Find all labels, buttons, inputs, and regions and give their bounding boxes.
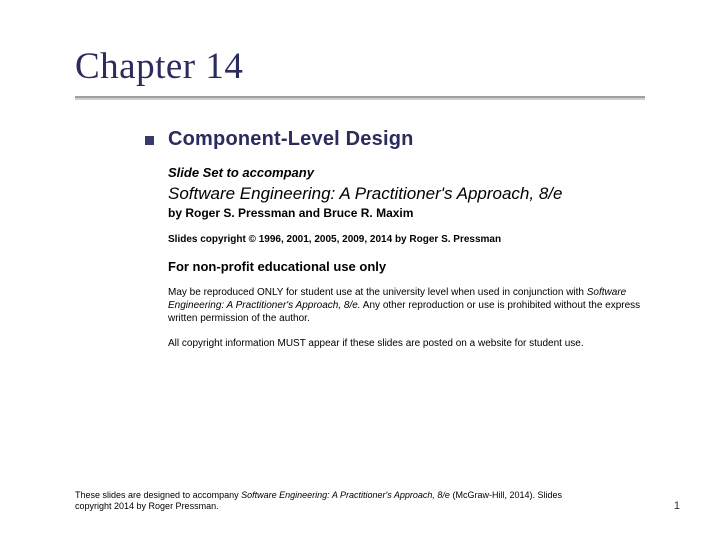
- footer-book-title: Software Engineering: A Practitioner's A…: [241, 490, 450, 500]
- footer: These slides are designed to accompany S…: [75, 490, 680, 513]
- footer-pre: These slides are designed to accompany: [75, 490, 241, 500]
- copyright-line: Slides copyright © 1996, 2001, 2005, 200…: [168, 234, 665, 245]
- indented-block: Slide Set to accompany Software Engineer…: [168, 165, 665, 350]
- title-block: Chapter 14: [0, 0, 720, 88]
- repro-pre: May be reproduced ONLY for student use a…: [168, 287, 587, 298]
- footer-text: These slides are designed to accompany S…: [75, 490, 595, 513]
- slide-subtitle: Component-Level Design: [168, 128, 414, 151]
- authors-line: by Roger S. Pressman and Bruce R. Maxim: [168, 206, 665, 220]
- accompany-text: Slide Set to accompany: [168, 165, 665, 180]
- bullet-square-icon: [145, 136, 154, 145]
- nonprofit-line: For non-profit educational use only: [168, 259, 665, 274]
- must-appear-note: All copyright information MUST appear if…: [168, 337, 665, 350]
- page-number: 1: [674, 500, 680, 512]
- bullet-row: Component-Level Design: [145, 128, 665, 151]
- chapter-title: Chapter 14: [75, 45, 720, 88]
- reproduction-note: May be reproduced ONLY for student use a…: [168, 286, 665, 325]
- book-title: Software Engineering: A Practitioner's A…: [168, 184, 665, 204]
- slide-container: Chapter 14 Component-Level Design Slide …: [0, 0, 720, 540]
- content-area: Component-Level Design Slide Set to acco…: [0, 98, 720, 350]
